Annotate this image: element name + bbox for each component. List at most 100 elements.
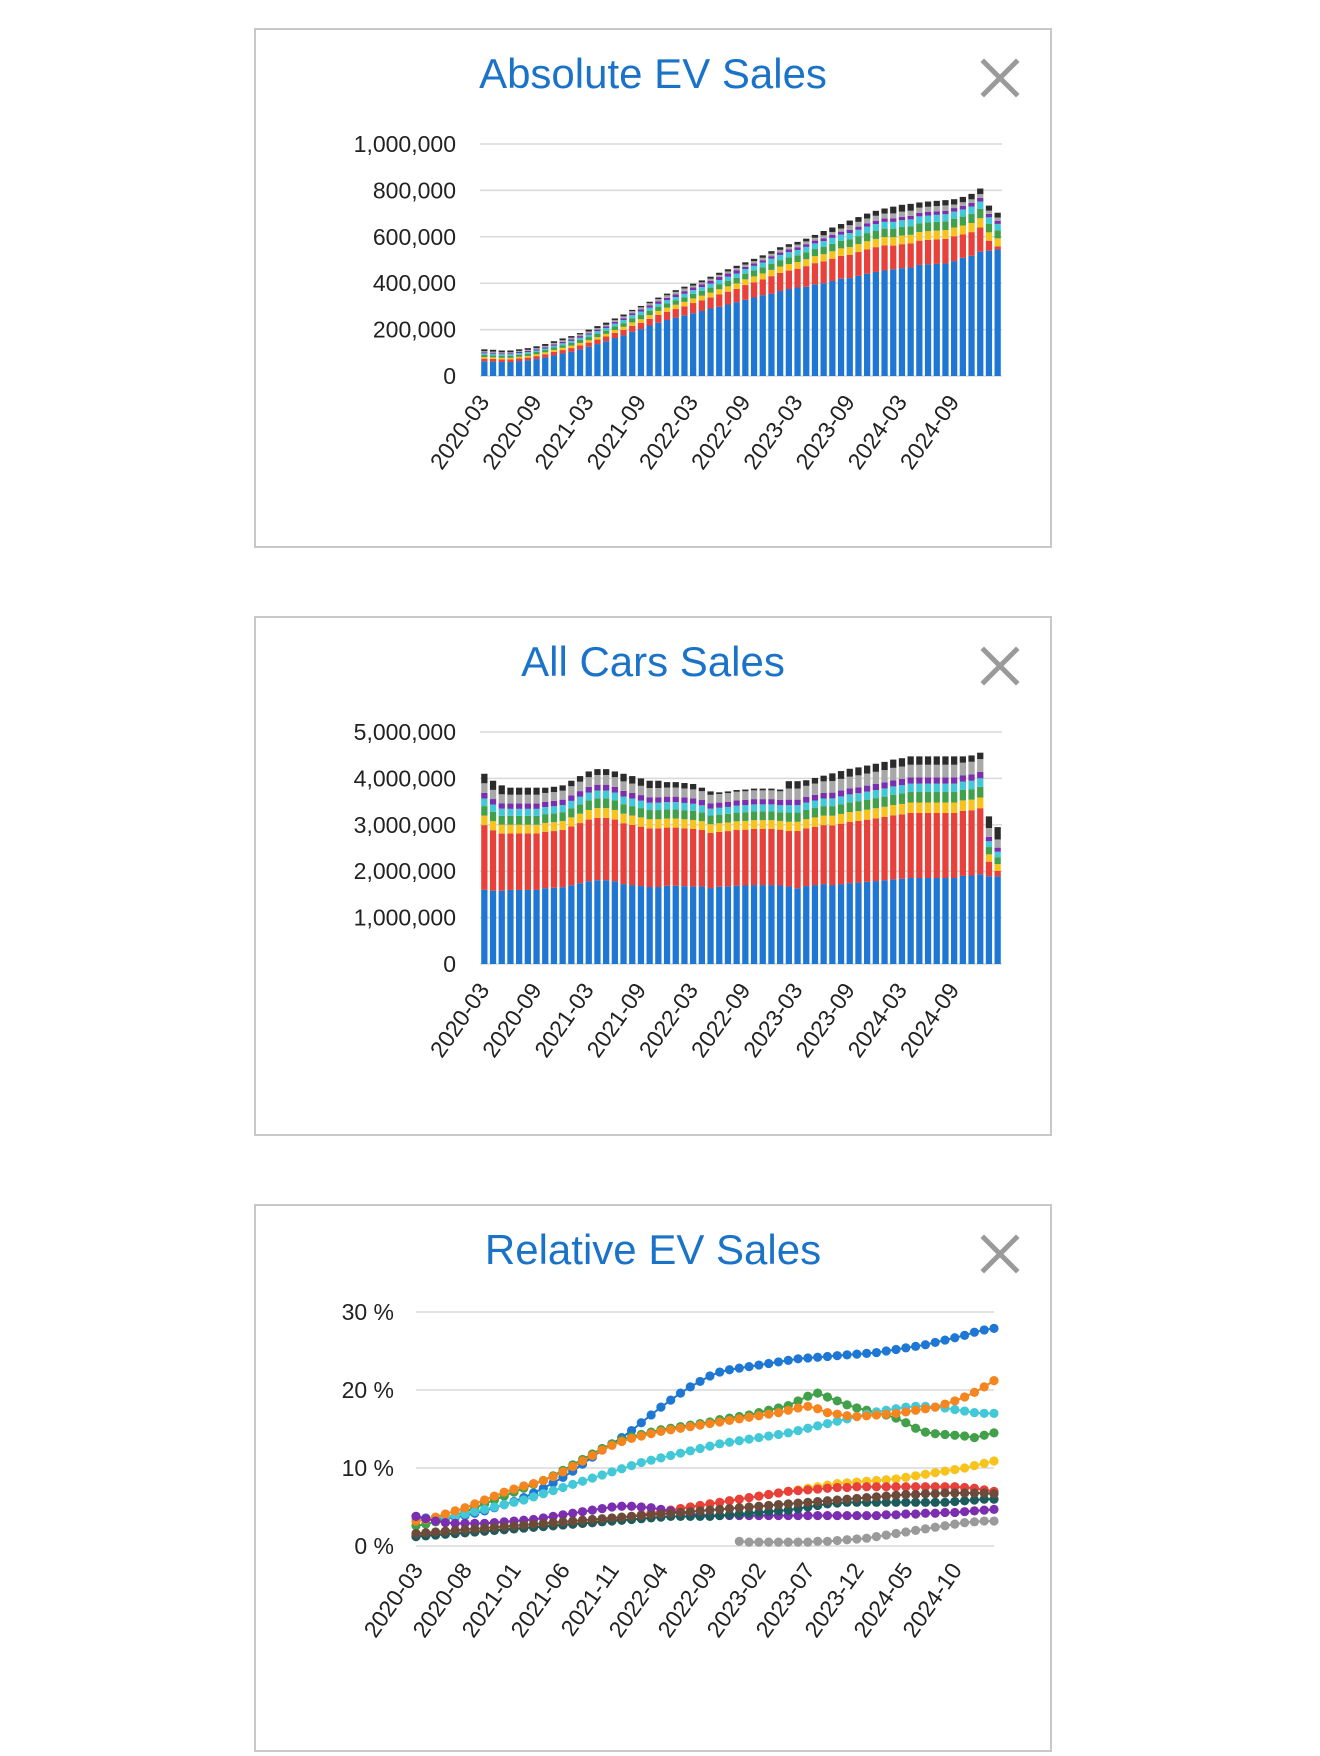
- bar-segment: [481, 358, 488, 362]
- bar-segment: [516, 808, 523, 816]
- bar-segment: [829, 237, 836, 244]
- bar-segment: [507, 889, 514, 964]
- bar-segment: [524, 353, 531, 356]
- bar-segment: [620, 790, 627, 797]
- data-point: [989, 1323, 999, 1333]
- bar-segment: [637, 311, 645, 316]
- data-point: [832, 1535, 842, 1546]
- bar-segment: [846, 254, 853, 279]
- bar-segment: [846, 768, 853, 777]
- data-point: [450, 1525, 460, 1535]
- data-point: [813, 1421, 823, 1431]
- data-point: [754, 1501, 764, 1511]
- bar-segment: [646, 305, 653, 308]
- bar-segment: [837, 884, 845, 964]
- bar-segment: [716, 306, 723, 376]
- data-point: [724, 1503, 735, 1514]
- data-point: [764, 1431, 774, 1441]
- bar-segment: [576, 883, 584, 964]
- bar-segment: [481, 361, 488, 376]
- bar-segment: [803, 244, 810, 247]
- bar-segment: [594, 337, 601, 340]
- bar-segment: [750, 804, 758, 812]
- bar-segment: [550, 345, 558, 348]
- bar-segment: [603, 798, 610, 809]
- bar-segment: [707, 832, 714, 889]
- bar-segment: [951, 204, 958, 209]
- data-point: [822, 1392, 833, 1402]
- bar-segment: [516, 349, 523, 351]
- data-point: [989, 1428, 999, 1438]
- bar-segment: [907, 219, 914, 227]
- data-point: [626, 1433, 637, 1443]
- close-button[interactable]: [978, 56, 1022, 100]
- data-point: [597, 1503, 607, 1514]
- data-point: [734, 1436, 744, 1446]
- data-point: [430, 1516, 441, 1526]
- bar-segment: [985, 205, 993, 211]
- bar-segment: [733, 830, 740, 886]
- bar-segment: [977, 201, 984, 209]
- bar-segment: [481, 806, 488, 816]
- data-point: [960, 1496, 970, 1506]
- bar-segment: [681, 797, 688, 803]
- bar-segment: [724, 273, 732, 277]
- bar-segment: [916, 802, 923, 813]
- data-point: [656, 1402, 666, 1412]
- bar-segment: [803, 785, 810, 797]
- data-point: [666, 1508, 676, 1518]
- data-point: [969, 1506, 980, 1516]
- bar-segment: [985, 861, 993, 877]
- bar-segment: [533, 889, 540, 964]
- bar-segment: [498, 357, 505, 360]
- bar-segment: [663, 796, 671, 803]
- data-point: [793, 1510, 803, 1521]
- data-point: [920, 1508, 931, 1518]
- bar-segment: [820, 815, 827, 826]
- data-point: [901, 1509, 911, 1519]
- bar-segment: [698, 805, 705, 813]
- data-point: [548, 1471, 558, 1482]
- bar-segment: [898, 220, 906, 228]
- bar-segment: [855, 775, 862, 788]
- bar-segment: [524, 803, 531, 809]
- bar-segment: [524, 787, 531, 795]
- bar-segment: [672, 796, 679, 803]
- data-point: [597, 1445, 607, 1455]
- bar-segment: [498, 355, 505, 358]
- bar-segment: [759, 799, 766, 805]
- bar-segment: [672, 290, 679, 292]
- data-point: [754, 1432, 764, 1443]
- bar-segment: [663, 319, 671, 376]
- bar-segment: [777, 791, 784, 801]
- bar-segment: [646, 780, 653, 789]
- bar-segment: [559, 785, 566, 791]
- close-button[interactable]: [978, 644, 1022, 688]
- data-point: [871, 1532, 882, 1542]
- bar-segment: [524, 808, 531, 816]
- bar-segment: [855, 275, 862, 376]
- bar-segment: [585, 792, 592, 801]
- data-point: [911, 1471, 921, 1481]
- bar-segment: [907, 783, 914, 793]
- bar-segment: [620, 813, 627, 824]
- bar-segment: [516, 356, 523, 359]
- bar-segment: [698, 886, 705, 964]
- bar-segment: [663, 297, 671, 301]
- data-point: [950, 1430, 960, 1440]
- bar-segment: [594, 333, 601, 338]
- close-button[interactable]: [978, 1232, 1022, 1276]
- bar-segment: [864, 773, 871, 786]
- bar-segment: [646, 301, 653, 304]
- bar-segment: [611, 326, 618, 330]
- bar-segment: [559, 821, 566, 831]
- bar-segment: [620, 773, 627, 782]
- bar-segment: [829, 243, 836, 252]
- bar-segment: [924, 756, 932, 765]
- bar-segment: [724, 791, 732, 794]
- bar-segment: [716, 886, 723, 964]
- data-point: [636, 1457, 646, 1468]
- bar-segment: [933, 878, 940, 964]
- data-point: [773, 1537, 784, 1547]
- data-point: [509, 1521, 519, 1531]
